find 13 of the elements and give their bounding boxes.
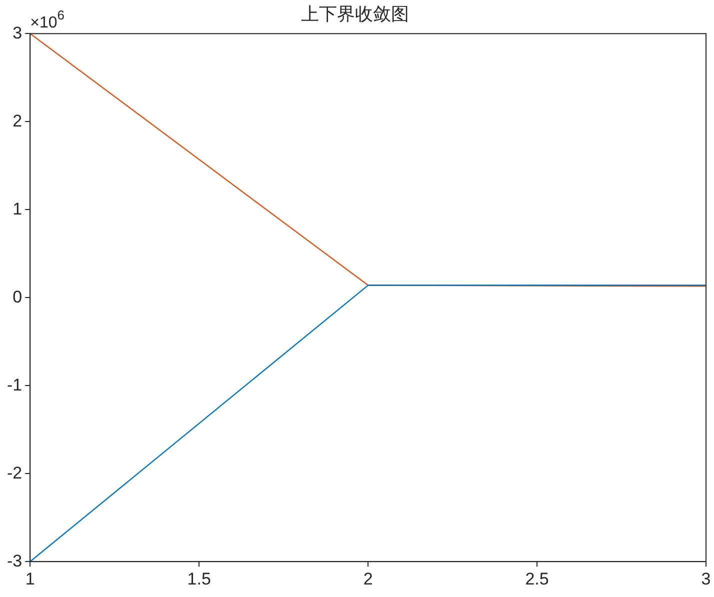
y-tick-label: 1 xyxy=(12,199,22,218)
y-tick-label: 2 xyxy=(12,111,22,130)
y-tick-label: 3 xyxy=(12,23,22,42)
y-tick-label: -1 xyxy=(6,375,22,394)
x-tick-label: 2.5 xyxy=(525,569,549,588)
chart-title: 上下界收敛图 xyxy=(301,4,409,24)
x-tick-label: 3 xyxy=(701,569,711,588)
x-tick-label: 1 xyxy=(25,569,35,588)
y-tick-label: 0 xyxy=(12,287,22,306)
y-tick-label: -2 xyxy=(6,463,22,482)
y-tick-label: -3 xyxy=(6,551,22,570)
x-tick-label: 1.5 xyxy=(187,569,211,588)
x-tick-label: 2 xyxy=(363,569,373,588)
